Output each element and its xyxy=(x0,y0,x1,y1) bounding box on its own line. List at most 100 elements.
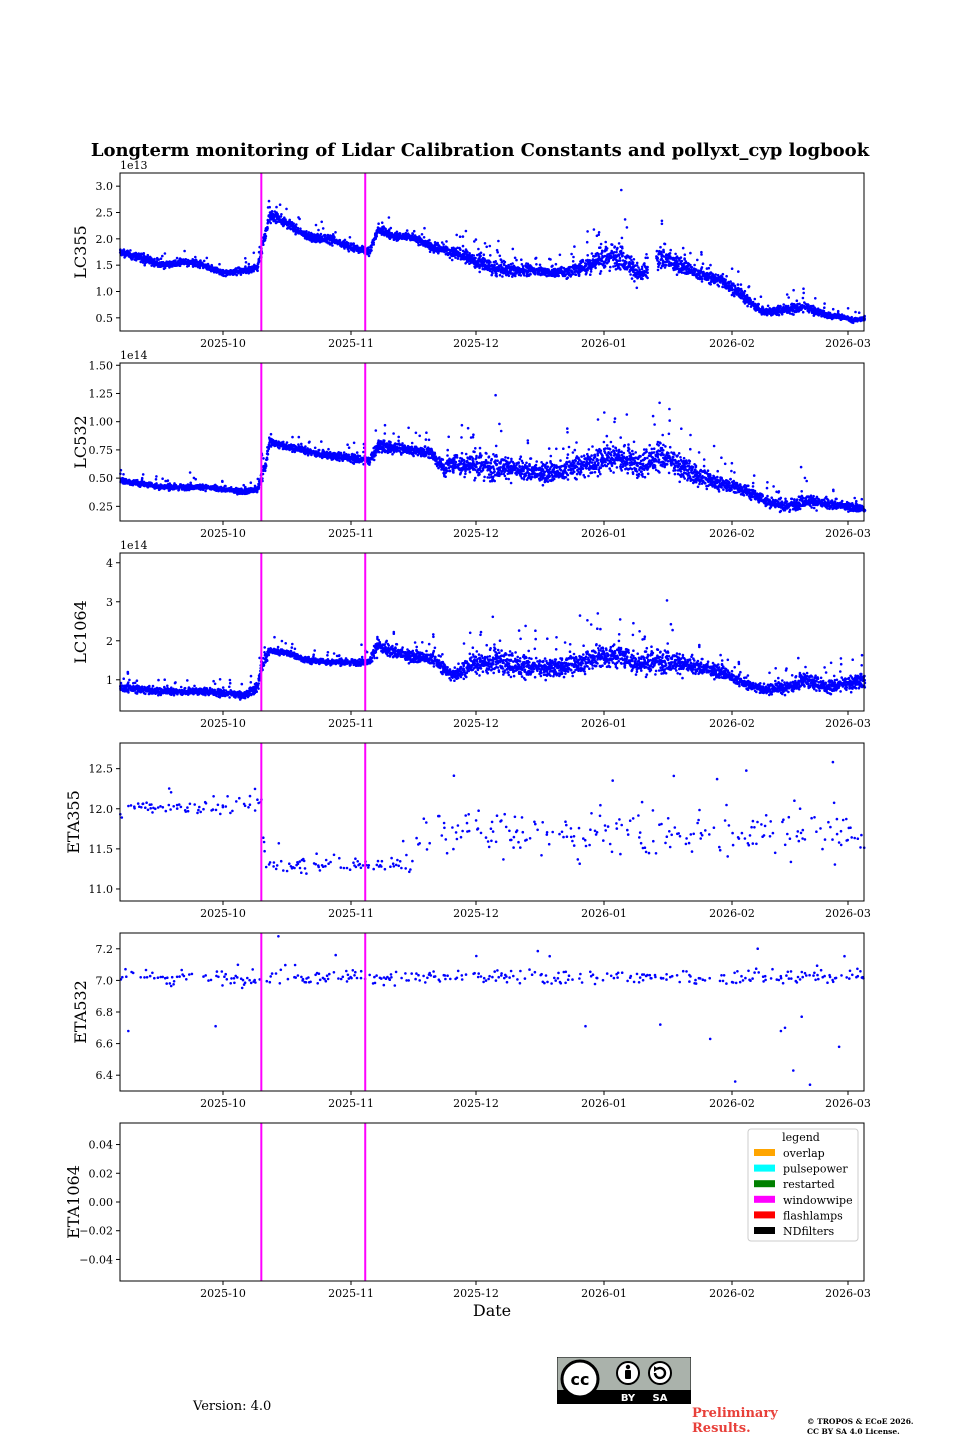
data-point xyxy=(507,274,511,278)
data-point xyxy=(459,248,462,251)
data-point xyxy=(622,251,625,255)
data-point xyxy=(714,273,717,276)
axes-frame xyxy=(119,172,865,332)
data-point xyxy=(377,222,380,225)
data-point xyxy=(317,228,320,232)
data-point xyxy=(501,275,504,278)
data-point xyxy=(693,263,696,267)
data-point xyxy=(558,253,562,257)
data-point xyxy=(831,307,835,311)
data-point xyxy=(495,272,498,276)
data-point xyxy=(635,286,639,290)
y-tick-label: 1.0 xyxy=(96,286,114,299)
data-point xyxy=(194,477,197,481)
data-point xyxy=(606,255,609,259)
data-point xyxy=(559,268,562,272)
data-point xyxy=(592,228,596,231)
data-point xyxy=(721,285,724,289)
data-point xyxy=(323,233,327,237)
data-point xyxy=(637,266,640,269)
data-point xyxy=(617,242,621,245)
data-point xyxy=(456,257,460,260)
data-point xyxy=(678,259,681,262)
data-point xyxy=(423,226,426,230)
data-point xyxy=(646,265,649,269)
data-point xyxy=(607,260,610,263)
data-point xyxy=(294,225,298,229)
data-point xyxy=(455,233,459,237)
data-point xyxy=(709,263,712,267)
x-tick-label: 2026-02 xyxy=(709,337,755,350)
data-point xyxy=(264,464,268,468)
data-point xyxy=(194,258,198,262)
data-point xyxy=(461,244,465,248)
data-point xyxy=(609,265,612,269)
data-point xyxy=(613,251,616,254)
data-point xyxy=(658,261,662,265)
data-point xyxy=(464,229,468,233)
data-point xyxy=(700,253,703,256)
data-point xyxy=(823,302,826,305)
data-point xyxy=(753,297,757,301)
data-point xyxy=(630,255,633,258)
data-point xyxy=(668,252,672,255)
data-point xyxy=(166,479,170,482)
data-point xyxy=(466,250,469,254)
data-point xyxy=(198,259,202,263)
data-point xyxy=(632,258,636,261)
data-point xyxy=(276,212,279,216)
data-point xyxy=(204,489,207,493)
x-tick-label: 2026-03 xyxy=(825,337,871,350)
data-point xyxy=(274,439,278,443)
data-point xyxy=(395,230,399,234)
y-tick-label: 1.5 xyxy=(96,259,114,272)
data-point xyxy=(746,304,749,308)
data-point xyxy=(374,237,378,240)
data-point xyxy=(801,310,805,314)
data-point xyxy=(479,254,482,258)
data-point xyxy=(585,271,588,275)
data-point xyxy=(461,235,465,238)
data-point xyxy=(489,261,492,264)
data-point xyxy=(292,222,295,225)
data-point xyxy=(779,304,782,308)
data-point xyxy=(479,251,483,255)
data-point xyxy=(256,477,260,481)
y-tick-label: 3.0 xyxy=(96,180,114,193)
data-point xyxy=(709,283,712,286)
data-point xyxy=(680,259,684,263)
data-point xyxy=(499,258,503,261)
data-point xyxy=(398,232,402,235)
data-point xyxy=(730,267,734,271)
data-point xyxy=(660,222,664,226)
data-point xyxy=(412,229,416,233)
data-point xyxy=(320,220,324,224)
panel-lc532: 2025-10 2025-11 2025-12 2026-01 2026-02 2026-… xyxy=(71,349,871,540)
data-point xyxy=(619,259,622,262)
data-point xyxy=(675,273,679,277)
data-point xyxy=(291,435,294,439)
data-point xyxy=(244,261,248,264)
data-point xyxy=(405,229,409,232)
data-point xyxy=(646,271,649,275)
data-point xyxy=(249,481,253,485)
data-point xyxy=(655,249,659,253)
data-point xyxy=(278,203,282,206)
data-point xyxy=(807,311,811,314)
data-point xyxy=(244,257,247,260)
data-point xyxy=(684,260,688,263)
data-point xyxy=(141,473,145,476)
data-point xyxy=(743,289,747,293)
data-point xyxy=(739,283,743,286)
data-point xyxy=(625,226,629,229)
data-point xyxy=(745,293,749,297)
data-point xyxy=(633,280,636,283)
data-point xyxy=(792,313,795,316)
data-point xyxy=(154,478,158,481)
data-point xyxy=(663,242,667,246)
data-point xyxy=(646,276,649,280)
data-point xyxy=(262,457,265,460)
data-point xyxy=(474,238,478,241)
data-point xyxy=(458,235,462,238)
data-point xyxy=(529,273,532,276)
